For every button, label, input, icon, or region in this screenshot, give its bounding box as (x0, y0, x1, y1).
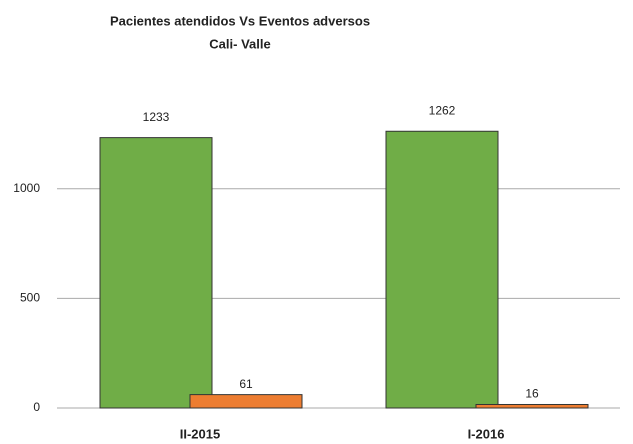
data-label: 16 (525, 387, 539, 401)
x-tick-label: II-2015 (180, 426, 220, 441)
chart-title: Pacientes atendidos Vs Eventos adversos (110, 13, 370, 28)
data-label: 61 (239, 377, 253, 391)
y-tick-label: 0 (33, 400, 40, 414)
data-label: 1262 (429, 103, 456, 117)
bar (189, 394, 303, 409)
bar (475, 403, 589, 409)
bar (385, 130, 499, 409)
chart-subtitle: Cali- Valle (209, 36, 270, 51)
x-tick-label: I-2016 (468, 426, 505, 441)
y-tick-label: 1000 (13, 181, 40, 195)
data-label: 1233 (143, 110, 170, 124)
bar (99, 137, 213, 409)
y-tick-label: 500 (20, 291, 40, 305)
